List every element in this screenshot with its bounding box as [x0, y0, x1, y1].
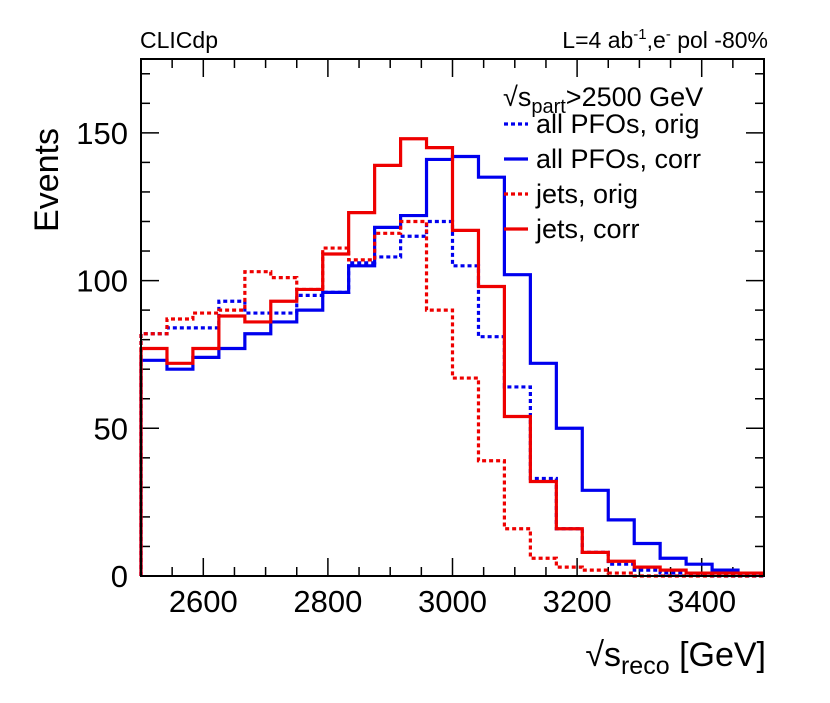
x-tick-label: 2800 [293, 584, 362, 619]
series-all-pfos-orig-line [139, 219, 764, 578]
header-label-clicdp: CLICdp [140, 27, 218, 53]
y-tick-label: 150 [76, 116, 128, 151]
legend: √spart>2500 GeV all PFOs, orig all PFOs, … [503, 82, 703, 244]
series-jets-corr-line [139, 137, 764, 576]
y-tick-label: 50 [94, 411, 128, 446]
header-luminosity-polarization: L=4 ab-1,e- pol -80% [562, 26, 768, 53]
legend-label-jets-corr: jets, corr [535, 214, 640, 244]
y-tick-label: 100 [76, 264, 128, 299]
x-tick-label: 3000 [418, 584, 487, 619]
legend-label-all-pfos-corr: all PFOs, corr [536, 144, 701, 174]
x-tick-label: 2600 [169, 584, 238, 619]
series-layer [139, 137, 764, 578]
x-tick-label: 3400 [667, 584, 736, 619]
legend-cut-label: √spart>2500 GeV [503, 82, 703, 118]
series-jets-orig-line [139, 219, 764, 578]
y-axis-title: Events [28, 128, 66, 232]
axis-ticks: 2600 2800 3000 3200 3400 0 50 100 150 [76, 59, 764, 619]
legend-label-all-pfos-orig: all PFOs, orig [536, 109, 700, 139]
y-tick-label: 0 [111, 559, 128, 594]
x-tick-label: 3200 [543, 584, 612, 619]
legend-label-jets-orig: jets, orig [535, 179, 638, 209]
plot-frame [140, 58, 765, 577]
x-axis-title: √sreco [GeV] [585, 636, 766, 680]
